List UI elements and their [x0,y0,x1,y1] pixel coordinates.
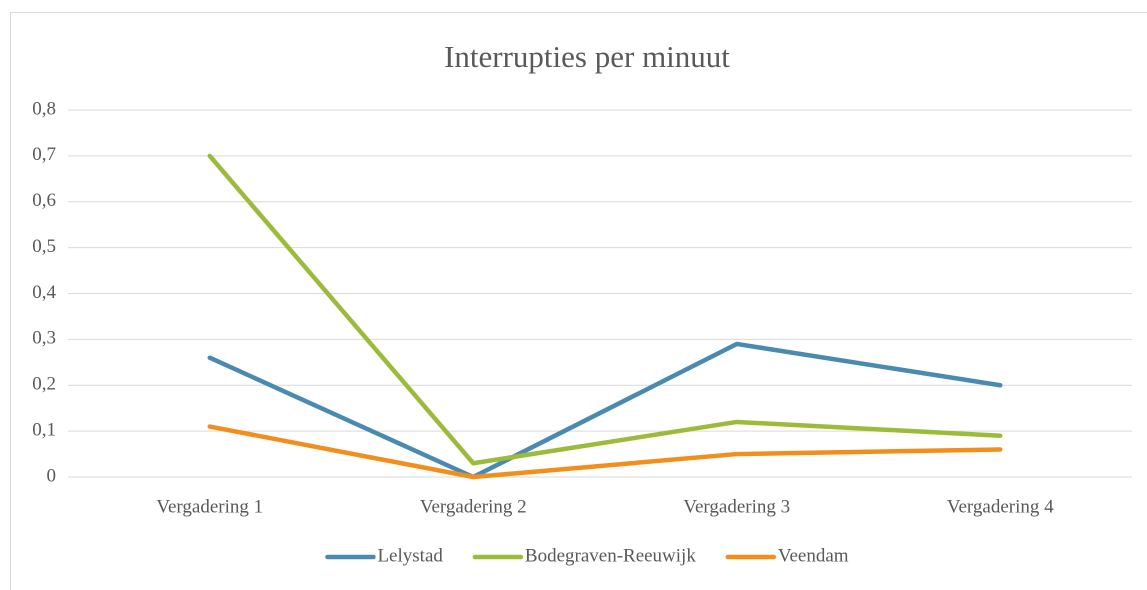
y-tick-label: 0,4 [32,282,56,303]
y-tick-label: 0,5 [32,236,56,257]
legend-label: Bodegraven-Reeuwijk [525,545,696,566]
y-tick-label: 0,6 [32,190,56,211]
chart-title: Interrupties per minuut [444,39,730,74]
x-tick-label: Vergadering 4 [947,496,1054,517]
series-line [207,424,1003,480]
x-tick-label: Vergadering 3 [683,496,790,517]
x-tick-label: Vergadering 2 [420,496,527,517]
legend-label: Lelystad [377,545,443,566]
legend-label: Veendam [778,545,849,566]
y-tick-label: 0,1 [32,419,56,440]
series-line [207,341,1003,480]
y-tick-label: 0,7 [32,144,56,165]
chart-border [10,12,1147,590]
series-line [207,153,1003,466]
y-tick-label: 0,3 [32,328,56,349]
y-tick-label: 0,8 [32,98,56,119]
x-tick-label: Vergadering 1 [156,496,263,517]
y-tick-label: 0 [47,465,57,486]
y-tick-label: 0,2 [32,374,56,395]
